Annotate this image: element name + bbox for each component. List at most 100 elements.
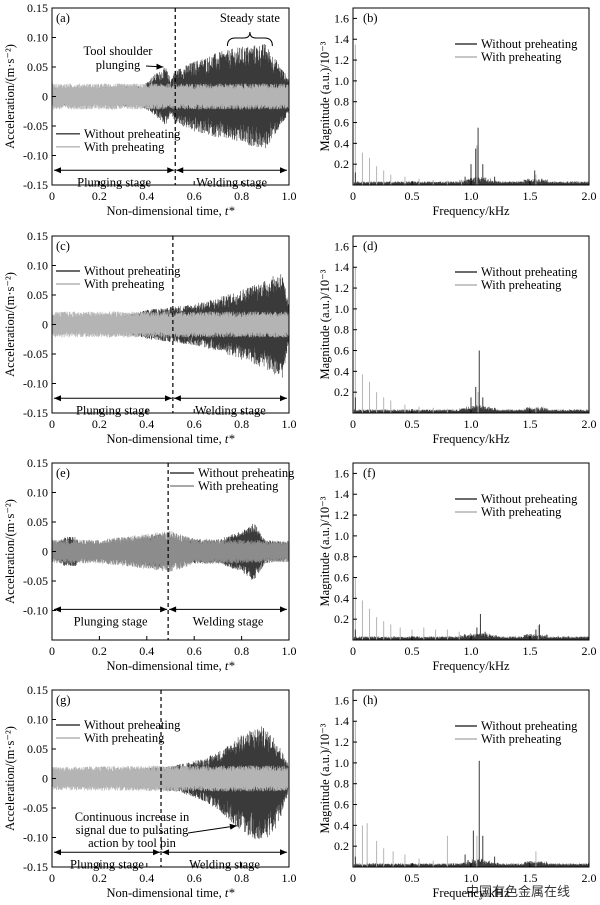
y-tick-label: 1.4 (334, 714, 349, 728)
x-tick-label: 1.0 (464, 644, 479, 658)
spectrum-noise-without-h (353, 858, 590, 867)
y-tick-label: 0.05 (27, 742, 48, 756)
plunging-stage-label: Plunging stage (74, 614, 148, 628)
y-tick-label: 0.6 (334, 116, 349, 130)
x-tick-label: 1.0 (282, 644, 297, 658)
x-tick-label: 0.4 (139, 644, 154, 658)
annotation-steady-state: Steady state (220, 11, 281, 25)
steady-state-brace (226, 31, 273, 47)
y-tick-label: -0.15 (23, 860, 48, 874)
welding-stage-label: Welding stage (196, 175, 267, 189)
time-plot-a: -0.15 -0.10 -0.05 0 0.05 0.10 0.15 0 0.2 0.4 0.6 0.… (3, 1, 297, 218)
x-tick-label: 0 (49, 644, 55, 658)
time-plot-c: -0.15 -0.10 -0.05 0 0.05 0.10 0.15 0 0.2 0.4 0.6 0.… (3, 229, 297, 446)
y-axis-label: Acceleration/(m·s⁻²) (3, 272, 17, 377)
y-tick-label: -0.05 (23, 801, 48, 815)
legend-with-preheating-label: With preheating (481, 278, 562, 292)
y-tick-label: 0.15 (27, 229, 48, 243)
y-tick-label: 1.4 (334, 32, 349, 46)
welding-stage-label: Welding stage (195, 403, 266, 417)
legend-without-preheating-label: Without preheating (84, 127, 181, 141)
panel-label: (d) (363, 239, 378, 253)
legend-without-preheating-label: Without preheating (481, 719, 578, 733)
y-axis-label: Acceleration/(m·s⁻²) (3, 499, 17, 604)
y-tick-label: 0.10 (27, 259, 48, 273)
x-axis-label: Frequency/kHz (432, 432, 510, 446)
plot-frame (352, 462, 590, 641)
x-tick-label: 1.5 (523, 417, 538, 431)
y-tick-label: 0 (42, 772, 48, 786)
y-tick-label: 1.6 (334, 11, 349, 25)
legend-with-preheating-label: With preheating (84, 140, 165, 154)
x-tick-label: 0.5 (405, 417, 420, 431)
legend-with-preheating-label: With preheating (481, 732, 562, 746)
x-tick-label: 2.0 (582, 189, 597, 203)
y-axis-label: Magnitude (a.u.)/10⁻³ (318, 496, 332, 606)
y-tick-label: 0.10 (27, 713, 48, 727)
annotation-continuous-increase-line3: action by tool pin (88, 836, 177, 850)
y-tick-label: 1.0 (334, 302, 349, 316)
plunging-stage-label: Plunging stage (70, 857, 144, 871)
y-tick-label: 0.4 (334, 136, 349, 150)
y-tick-label: 1.4 (334, 487, 349, 501)
y-tick-label: 0.6 (334, 344, 349, 358)
x-axis-label: Non-dimensional time, t* (106, 204, 235, 218)
panel-label: (b) (363, 11, 378, 25)
y-tick-label: -0.15 (23, 406, 48, 420)
y-tick-label: 0.2 (334, 839, 349, 853)
annotation-continuous-increase-arrow (187, 823, 237, 834)
y-tick-label: -0.10 (23, 149, 48, 163)
x-tick-label: 1.0 (282, 871, 297, 885)
x-tick-label: 0.8 (234, 417, 249, 431)
annotation-tool-shoulder-line2: plunging (96, 58, 141, 72)
x-tick-label: 1.0 (282, 189, 297, 203)
x-tick-label: 0.8 (234, 189, 249, 203)
x-tick-label: 0 (49, 871, 55, 885)
annotation-tool-shoulder-arrow (145, 63, 164, 70)
x-tick-label: 0.2 (92, 417, 107, 431)
legend-without-preheating-label: Without preheating (84, 718, 181, 732)
x-tick-label: 1.0 (464, 871, 479, 885)
y-tick-label: 0.05 (27, 288, 48, 302)
y-tick-label: 0.8 (334, 95, 349, 109)
legend-with-preheating-label: With preheating (481, 50, 562, 64)
x-tick-label: 2.0 (582, 644, 597, 658)
x-tick-label: 2.0 (582, 417, 597, 431)
y-tick-label: 0 (42, 545, 48, 559)
x-tick-label: 1.0 (282, 417, 297, 431)
x-tick-label: 1.0 (464, 417, 479, 431)
legend-with-preheating-label: With preheating (84, 731, 165, 745)
y-tick-label: 0 (42, 90, 48, 104)
y-tick-label: 1.2 (334, 281, 349, 295)
welding-stage-label: Welding stage (193, 614, 264, 628)
y-tick-label: 0.8 (334, 550, 349, 564)
y-tick-label: 0.2 (334, 612, 349, 626)
annotation-continuous-increase-line2: signal due to pulsating (76, 823, 190, 837)
series-with-preheating-g (51, 765, 290, 792)
y-axis-label: Acceleration/(m·s⁻²) (3, 44, 17, 149)
series-with-preheating-c (51, 311, 290, 338)
y-tick-label: 1.0 (334, 529, 349, 543)
y-tick-label: -0.05 (23, 574, 48, 588)
y-tick-label: 0.6 (334, 798, 349, 812)
y-tick-label: 1.6 (334, 466, 349, 480)
y-tick-label: 1.6 (334, 239, 349, 253)
y-tick-label: 0.10 (27, 486, 48, 500)
y-tick-label: 0.05 (27, 60, 48, 74)
x-tick-label: 0 (49, 417, 55, 431)
y-axis-label: Magnitude (a.u.)/10⁻³ (318, 41, 332, 151)
x-tick-label: 0.8 (234, 644, 249, 658)
y-tick-label: -0.10 (23, 604, 48, 618)
x-tick-label: 0.2 (92, 189, 107, 203)
legend-without-preheating-label: Without preheating (481, 265, 578, 279)
x-tick-label: 1.0 (464, 189, 479, 203)
x-tick-label: 0.8 (234, 871, 249, 885)
y-tick-label: -0.15 (23, 178, 48, 192)
x-tick-label: 2.0 (582, 871, 597, 885)
y-tick-label: 0.10 (27, 31, 48, 45)
y-axis-label: Acceleration/(m·s⁻²) (3, 726, 17, 831)
x-tick-label: 0.4 (139, 189, 154, 203)
y-tick-label: 0.8 (334, 323, 349, 337)
panel-label: (h) (363, 693, 378, 707)
x-tick-label: 1.5 (523, 189, 538, 203)
